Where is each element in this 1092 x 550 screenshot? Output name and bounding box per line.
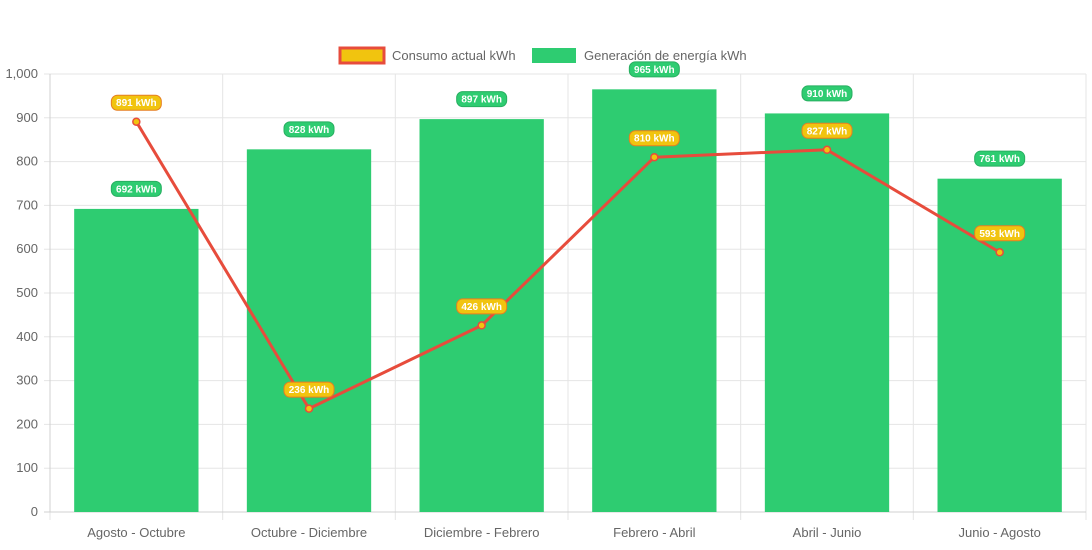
y-tick-label: 0 (31, 504, 38, 519)
legend[interactable]: Consumo actual kWh Generación de energía… (338, 46, 747, 65)
line-value-label-bg (974, 225, 1026, 242)
bar-value-label: 761 kWh (979, 154, 1020, 165)
bar-value-label-bg (110, 180, 162, 197)
line-point[interactable] (995, 248, 1004, 257)
line-value-label: 593 kWh (979, 229, 1020, 240)
bar-value-label-bg (801, 85, 853, 102)
grid (44, 73, 1087, 520)
y-tick-label: 100 (16, 460, 38, 475)
y-tick-label: 800 (16, 154, 38, 169)
bar[interactable] (764, 113, 890, 513)
line-value-label: 891 kWh (116, 98, 157, 109)
legend-swatch-consumo (338, 46, 386, 65)
bar-value-label-bg (283, 121, 335, 138)
legend-label-consumo: Consumo actual kWh (392, 48, 516, 63)
line-value-label-bg (801, 122, 853, 139)
bar-value-label: 692 kWh (116, 184, 157, 195)
x-tick-label: Agosto - Octubre (87, 525, 185, 540)
bar[interactable] (74, 208, 199, 513)
legend-item-generacion[interactable]: Generación de energía kWh (532, 48, 747, 63)
line-point[interactable] (304, 404, 314, 413)
bar-value-label: 910 kWh (807, 89, 848, 100)
y-tick-label: 500 (16, 285, 38, 300)
y-axis: 0 100 200 300 400 500 600 700 800 900 1,000 (5, 66, 38, 519)
line-point[interactable] (132, 117, 141, 126)
line-series (132, 117, 1004, 413)
line-value-label: 426 kWh (461, 302, 502, 313)
line-value-label-bg (283, 381, 335, 398)
y-tick-label: 400 (16, 329, 38, 344)
x-tick-label: Diciembre - Febrero (424, 525, 540, 540)
y-tick-label: 600 (16, 241, 38, 256)
legend-label-generacion: Generación de energía kWh (584, 48, 747, 63)
line-value-label-bg (456, 298, 508, 315)
bar[interactable] (246, 149, 372, 512)
y-tick-label: 1,000 (5, 66, 38, 81)
line-point[interactable] (822, 145, 832, 155)
y-tick-label: 700 (16, 197, 38, 212)
line-value-label: 236 kWh (289, 385, 330, 396)
line-value-label-bg (628, 130, 680, 147)
bar-value-label: 965 kWh (634, 65, 675, 76)
legend-item-consumo[interactable]: Consumo actual kWh (338, 46, 516, 65)
line-value-label-bg (110, 94, 162, 111)
data-labels: 692 kWh 828 kWh 897 kWh 965 kWh 910 kWh 761 k… (110, 61, 1026, 398)
y-tick-label: 900 (16, 110, 38, 125)
y-tick-label: 200 (16, 416, 38, 431)
x-tick-label: Octubre - Diciembre (251, 525, 367, 540)
bar[interactable] (592, 89, 717, 512)
bar-value-label: 897 kWh (461, 95, 502, 106)
legend-swatch-generacion (532, 48, 576, 63)
line-path (135, 120, 1001, 411)
bar-value-label-bg (456, 91, 508, 108)
line-point[interactable] (477, 321, 486, 330)
bar[interactable] (419, 119, 544, 512)
x-tick-label: Junio - Agosto (958, 525, 1040, 540)
line-value-label: 810 kWh (634, 134, 675, 145)
x-tick-label: Febrero - Abril (613, 525, 695, 540)
bar-value-label-bg (974, 150, 1026, 167)
bar-value-label: 828 kWh (289, 125, 330, 136)
x-axis: Agosto - Octubre Octubre - Diciembre Dicie… (87, 525, 1041, 540)
y-tick-label: 300 (16, 373, 38, 388)
line-value-label: 827 kWh (807, 126, 848, 137)
line-point[interactable] (650, 152, 659, 162)
x-tick-label: Abril - Junio (793, 525, 862, 540)
bar-value-label-bg (628, 61, 680, 78)
